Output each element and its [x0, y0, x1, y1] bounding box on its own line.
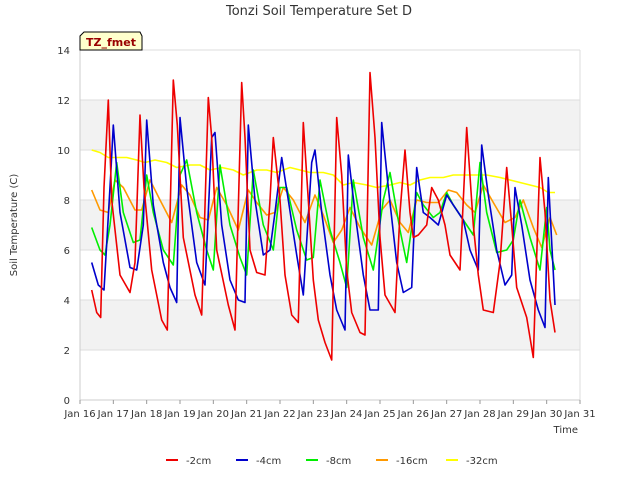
x-tick-label: Jan 21	[230, 409, 262, 420]
legend: -2cm -4cm -8cm -16cm -32cm	[166, 456, 498, 467]
plot-band	[80, 300, 580, 350]
x-tick-label: Jan 22	[263, 409, 295, 420]
x-tick-label: Jan 16	[63, 409, 95, 420]
plot-band	[80, 100, 580, 150]
x-tick-label: Jan 24	[330, 409, 362, 420]
gridlines	[79, 49, 581, 401]
x-tick-label: Jan 26	[397, 409, 429, 420]
x-tick-label: Jan 31	[563, 409, 595, 420]
series-lines	[90, 71, 558, 361]
chart-title: Tonzi Soil Temperature Set D	[225, 4, 412, 19]
y-tick-label: 2	[64, 346, 70, 357]
legend-label: -2cm	[186, 456, 211, 467]
y-tick-label: 12	[57, 96, 70, 107]
y-tick-label: 4	[64, 296, 70, 307]
y-tick-label: 6	[64, 246, 70, 257]
x-tick-label: Jan 27	[430, 409, 462, 420]
y-tick-label: 10	[57, 146, 70, 157]
plot-band	[80, 200, 580, 250]
x-axis-label: Time	[553, 425, 578, 436]
x-tick-label: Jan 23	[297, 409, 329, 420]
annotation-label: TZ_fmet	[86, 36, 136, 49]
series-line-minus-4cm	[90, 116, 556, 331]
series-line-minus-8cm	[90, 159, 556, 289]
x-tick-label: Jan 30	[530, 409, 562, 420]
plot-background	[80, 50, 580, 400]
legend-label: -8cm	[326, 456, 351, 467]
y-tick-label: 14	[57, 46, 70, 57]
x-tick-label: Jan 28	[463, 409, 495, 420]
series-line-minus-32cm	[91, 149, 555, 194]
y-axis-ticks: 0 2 4 6 8 10 12 14	[57, 46, 70, 407]
annotation-box: TZ_fmet	[79, 31, 143, 51]
series-line-minus-2cm	[90, 71, 556, 361]
legend-label: -16cm	[396, 456, 428, 467]
x-tick-label: Jan 29	[497, 409, 529, 420]
x-tick-label: Jan 25	[363, 409, 395, 420]
legend-label: -32cm	[466, 456, 498, 467]
x-axis-ticks: Jan 16 Jan 17 Jan 18 Jan 19 Jan 20 Jan 21 Jan …	[63, 400, 596, 420]
y-tick-label: 8	[64, 196, 70, 207]
x-tick-label: Jan 19	[163, 409, 195, 420]
x-tick-label: Jan 20	[197, 409, 229, 420]
x-tick-label: Jan 18	[130, 409, 162, 420]
y-axis-label: Soil Temperature (C)	[9, 174, 20, 277]
legend-label: -4cm	[256, 456, 281, 467]
y-tick-label: 0	[64, 396, 70, 407]
x-tick-label: Jan 17	[97, 409, 129, 420]
